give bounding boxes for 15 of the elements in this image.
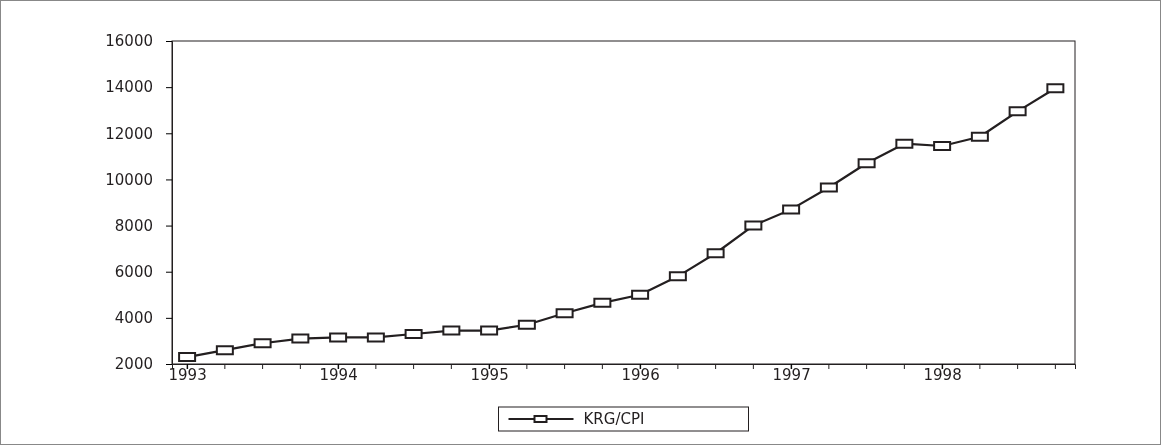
legend-label: KRG/CPI — [583, 410, 645, 428]
y-tick-label: 4000 — [114, 309, 153, 328]
x-tick-label: 1994 — [319, 366, 358, 384]
y-tick-label: 8000 — [114, 216, 153, 235]
x-tick-label: 1998 — [923, 366, 962, 384]
x-tick-label: 1993 — [168, 366, 207, 384]
y-tick-label: 16000 — [105, 32, 153, 51]
y-tick-label: 10000 — [105, 170, 153, 189]
y-tick-label: 2000 — [114, 355, 153, 374]
x-tick-label: 1997 — [772, 366, 811, 384]
y-tick-label: 6000 — [114, 263, 153, 282]
y-tick-label: 12000 — [105, 124, 153, 143]
x-tick-label: 1996 — [621, 366, 660, 384]
x-tick-label: 1995 — [470, 366, 509, 384]
y-tick-label: 14000 — [105, 78, 153, 97]
